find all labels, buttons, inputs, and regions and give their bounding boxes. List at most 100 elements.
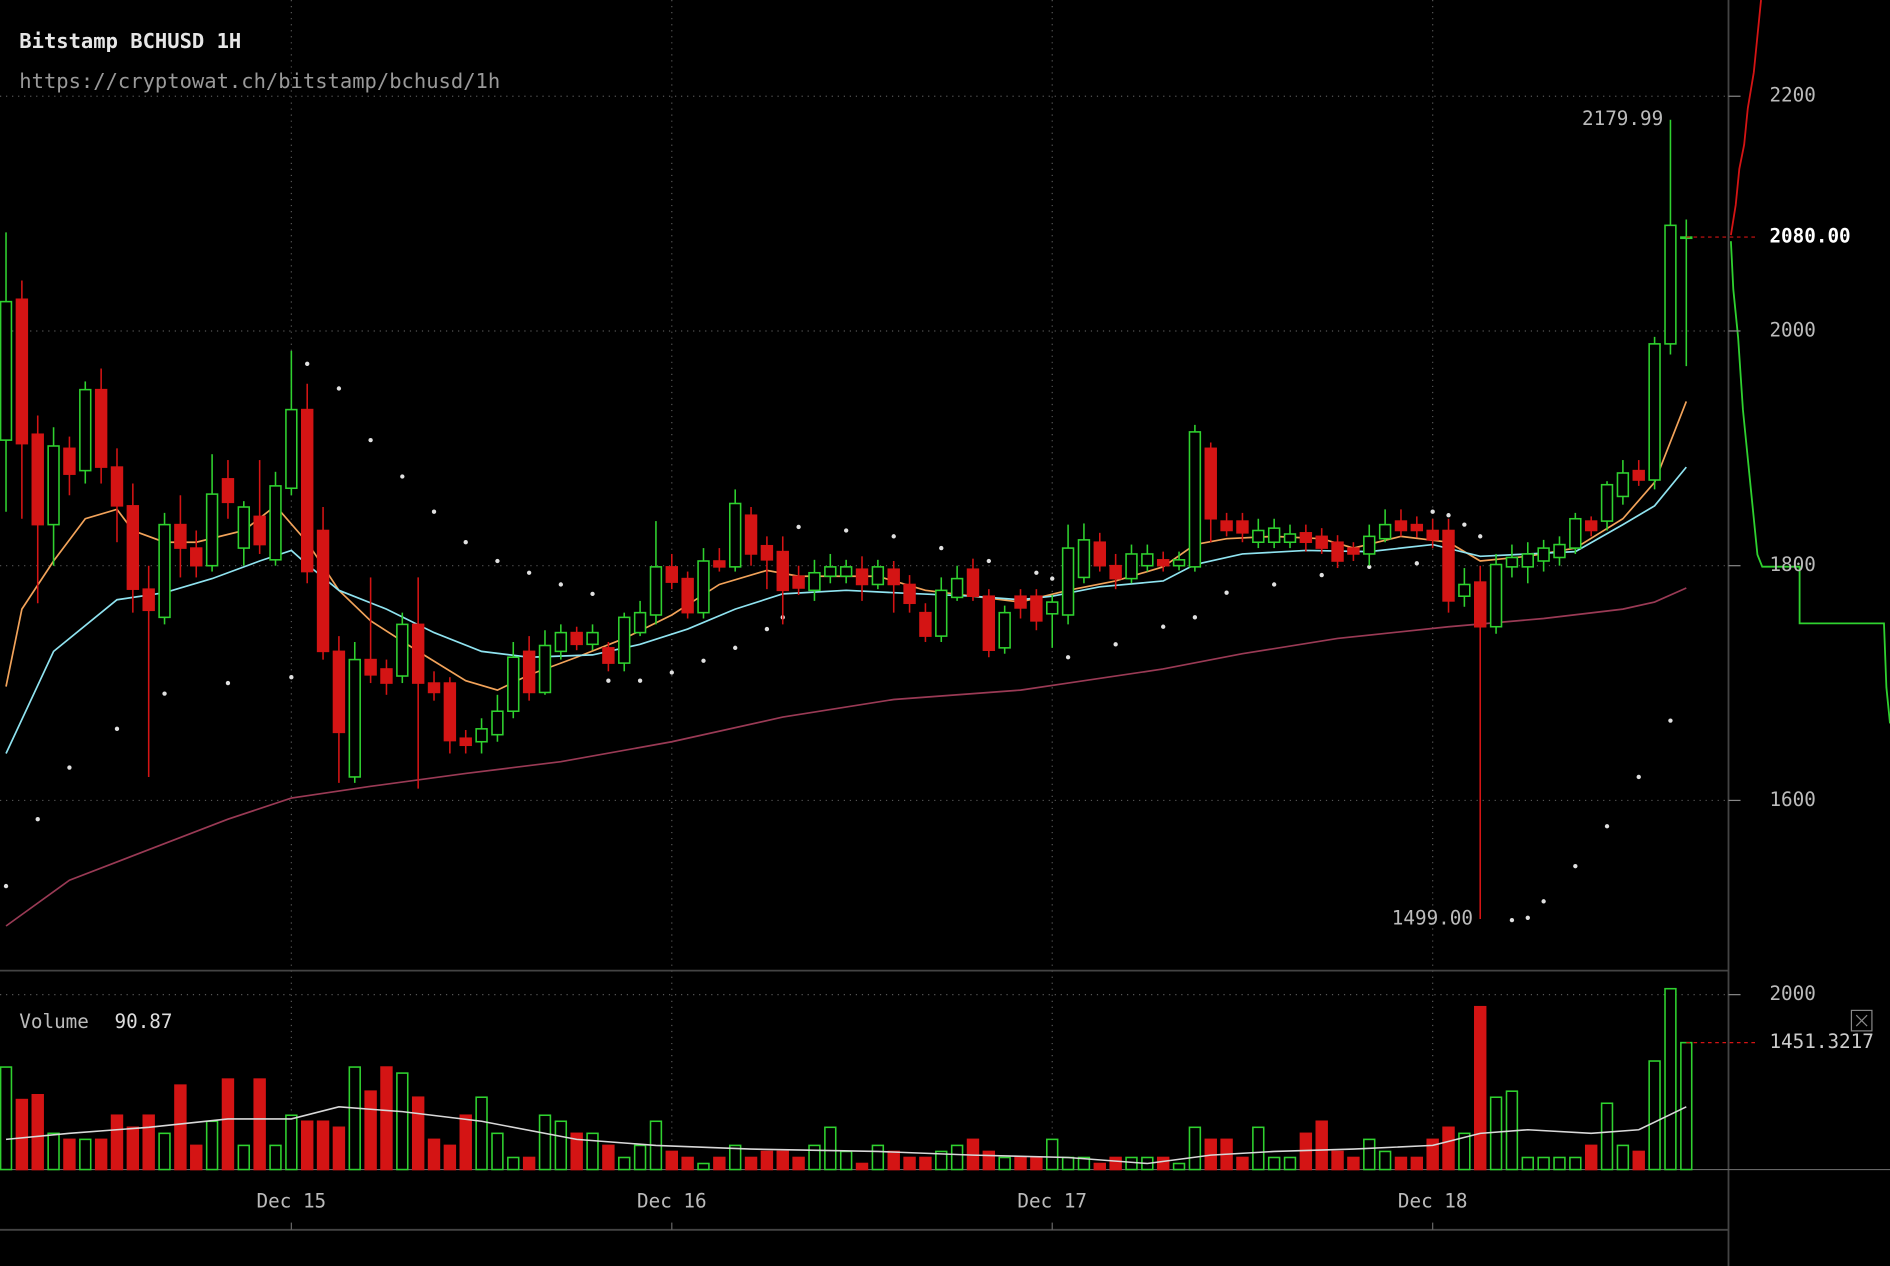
candle-body xyxy=(1188,431,1202,568)
sar-dot xyxy=(526,570,532,575)
sar-dot xyxy=(400,474,405,479)
volume-bar xyxy=(142,1114,155,1171)
candle-body xyxy=(126,505,140,590)
candle-body xyxy=(649,566,663,616)
volume-bar xyxy=(776,1150,789,1171)
volume-bar xyxy=(871,1144,885,1171)
candle-body xyxy=(665,566,679,583)
volume-bar xyxy=(1521,1156,1534,1171)
sar-dot xyxy=(225,680,231,686)
candle-body xyxy=(1410,523,1424,532)
volume-bar xyxy=(126,1126,140,1171)
volume-bar xyxy=(15,1098,29,1171)
volume-bar xyxy=(792,1156,805,1171)
candle-body xyxy=(332,650,346,734)
sar-dot xyxy=(1034,570,1039,575)
volume-bar xyxy=(491,1132,504,1171)
candle-body xyxy=(47,445,60,526)
candle-body xyxy=(538,644,552,694)
sar-dot xyxy=(1224,590,1229,595)
close-button[interactable] xyxy=(1850,1009,1873,1032)
sar-dot xyxy=(495,558,500,564)
candle-body xyxy=(586,631,599,646)
candle-body xyxy=(1315,535,1328,549)
volume-bar xyxy=(1156,1156,1170,1171)
candle-body xyxy=(475,728,488,743)
volume-bar xyxy=(1283,1156,1297,1171)
candle-body xyxy=(1521,553,1534,568)
volume-bar xyxy=(586,1132,599,1171)
candle-body xyxy=(1331,541,1344,562)
candle-body xyxy=(1030,595,1043,622)
volume-bar xyxy=(269,1144,282,1171)
sar-dot xyxy=(1636,774,1641,780)
volume-bar xyxy=(1030,1156,1043,1171)
volume-bar xyxy=(380,1066,393,1171)
candle-body xyxy=(776,550,789,592)
candle-body xyxy=(1267,527,1281,544)
candle-body xyxy=(1046,601,1059,615)
volume-bar xyxy=(190,1144,203,1171)
sar-dot xyxy=(764,626,770,632)
volume-bar xyxy=(522,1156,536,1171)
volume-bar xyxy=(332,1126,346,1171)
candle-body xyxy=(839,566,853,578)
close-box[interactable] xyxy=(1850,1009,1873,1032)
candle-body xyxy=(522,650,536,694)
candle-body xyxy=(1537,547,1550,562)
sar-dot xyxy=(1414,561,1419,566)
volume-bar xyxy=(1046,1138,1059,1171)
volume-bar xyxy=(348,1066,361,1171)
candle-body xyxy=(1077,539,1091,579)
sar-dot xyxy=(463,540,468,545)
volume-bar xyxy=(300,1120,314,1171)
y-tick-label: 2200 xyxy=(1769,84,1815,107)
volume-bar xyxy=(94,1138,108,1171)
sar-dot xyxy=(939,545,944,551)
volume-bar xyxy=(618,1156,631,1171)
candle-body xyxy=(285,408,298,490)
volume-bar xyxy=(205,1120,219,1171)
y-tick-label: 2000 xyxy=(1769,318,1815,341)
volume-bar xyxy=(808,1144,821,1171)
candle-body xyxy=(871,566,885,586)
y-tick-label: 2000 xyxy=(1769,982,1815,1005)
candle-body xyxy=(1474,581,1487,628)
volume-bar xyxy=(1125,1156,1138,1171)
candle-body xyxy=(1600,483,1614,522)
volume-bar xyxy=(1537,1156,1550,1171)
volume-bar xyxy=(1584,1144,1598,1171)
sar-dot xyxy=(843,528,849,533)
candle-body xyxy=(1664,224,1677,345)
volume-bar xyxy=(1616,1144,1630,1171)
volume-bar xyxy=(1299,1132,1313,1171)
candle-body xyxy=(253,515,266,546)
sar-dot xyxy=(1573,863,1578,869)
candle-body xyxy=(411,623,425,684)
candle-body xyxy=(713,560,726,568)
volume-bar xyxy=(602,1144,615,1171)
sar-dot xyxy=(336,386,342,391)
volume-bar xyxy=(475,1096,488,1171)
volume-ma xyxy=(5,1106,1687,1165)
extreme-label: 2179.99 xyxy=(1582,107,1663,130)
chart-title: Bitstamp BCHUSD 1H xyxy=(19,29,241,53)
sar-dot xyxy=(1319,572,1324,578)
volume-bar xyxy=(538,1114,552,1171)
volume-bar xyxy=(570,1132,583,1171)
volume-bar xyxy=(364,1090,377,1171)
sar-dot xyxy=(1509,917,1515,923)
sar-dot xyxy=(289,675,294,680)
sar-dot xyxy=(162,691,167,696)
sar-dot xyxy=(701,658,706,663)
close-cross[interactable] xyxy=(1855,1014,1868,1027)
volume-bar xyxy=(998,1156,1011,1171)
moving-average xyxy=(5,587,1687,927)
volume-bar xyxy=(839,1150,853,1171)
candle-body xyxy=(507,656,520,713)
volume-bar xyxy=(760,1150,774,1171)
volume-bar xyxy=(316,1120,330,1171)
volume-bar xyxy=(427,1138,441,1171)
volume-bar xyxy=(1378,1150,1392,1171)
